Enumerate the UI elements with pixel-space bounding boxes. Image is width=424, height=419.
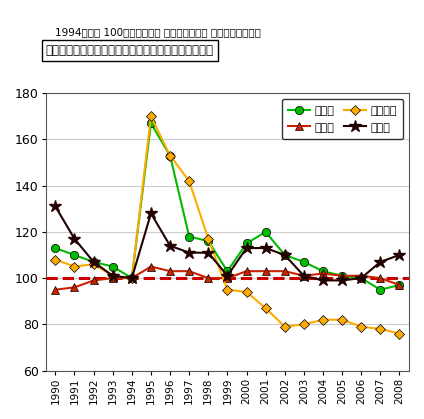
Text: 震災前後の兵庫県産業・農鉱建部門最終消費指数推移: 震災前後の兵庫県産業・農鉱建部門最終消費指数推移 [46, 44, 214, 57]
Legend: 電　力, 灯　油, 都市ガス, 重油他: 電 力, 灯 油, 都市ガス, 重油他 [282, 99, 404, 139]
Text: 1994年度を 100とした指数の 大阪府・京都府 に対する相対指数: 1994年度を 100とした指数の 大阪府・京都府 に対する相対指数 [55, 27, 261, 37]
